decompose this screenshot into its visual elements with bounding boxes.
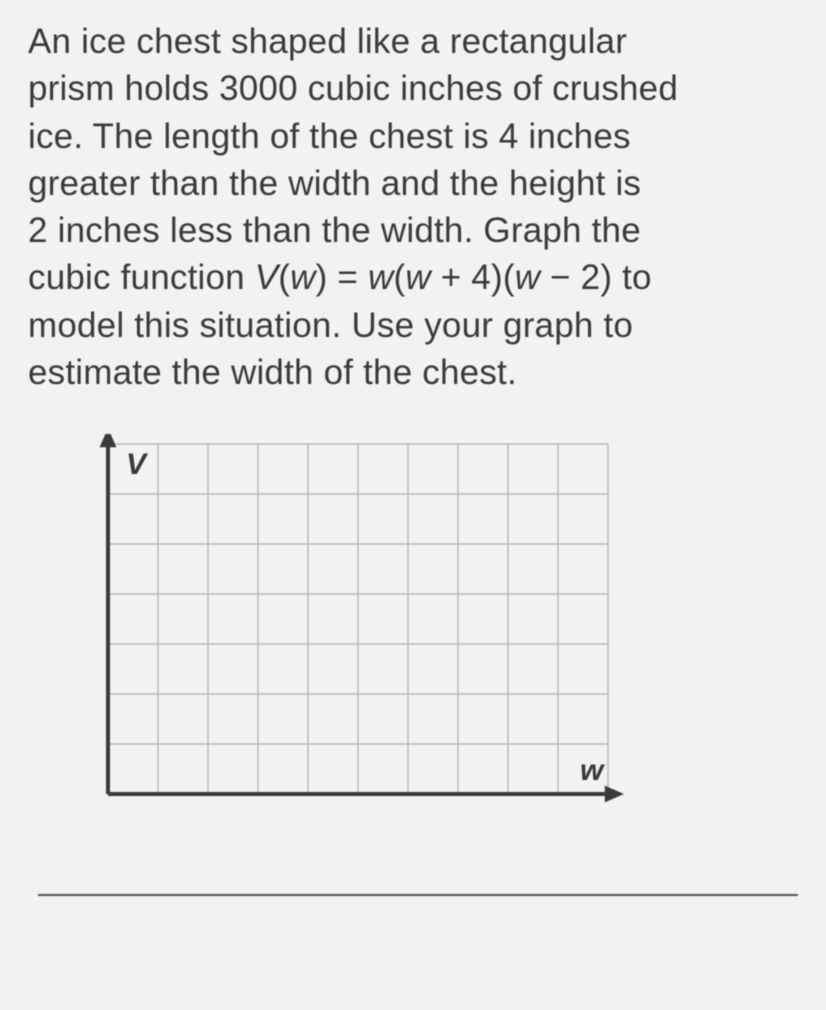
text-line: An ice chest shaped like a rectangular: [28, 22, 627, 61]
variable-symbol: w: [515, 258, 540, 297]
text-line: model this situation. Use your graph to: [28, 306, 633, 345]
graph-area: Vw: [88, 434, 798, 854]
x-axis-label: w: [580, 754, 605, 787]
page: An ice chest shaped like a rectangular p…: [0, 0, 826, 1010]
variable-symbol: w: [405, 258, 430, 297]
text-line: prism holds 3000 cubic inches of crushed: [28, 69, 678, 108]
text-line: cubic function: [28, 258, 255, 297]
text-frag: + 4)(: [431, 258, 515, 297]
variable-symbol: w: [368, 258, 393, 297]
text-frag: − 2) to: [540, 258, 652, 297]
blank-grid: Vw: [88, 434, 668, 854]
text-frag: (: [278, 258, 290, 297]
text-line: ice. The length of the chest is 4 inches: [28, 117, 631, 156]
function-symbol: V: [255, 258, 279, 297]
problem-text: An ice chest shaped like a rectangular p…: [28, 18, 798, 396]
text-frag: ) =: [316, 258, 368, 297]
y-axis-label: V: [126, 448, 149, 481]
variable-symbol: w: [290, 258, 315, 297]
text-line: 2 inches less than the width. Graph the: [28, 211, 641, 250]
text-frag: (: [393, 258, 405, 297]
text-line: greater than the width and the height is: [28, 164, 641, 203]
text-line: estimate the width of the chest.: [28, 353, 517, 392]
answer-blank-line: [38, 894, 798, 896]
